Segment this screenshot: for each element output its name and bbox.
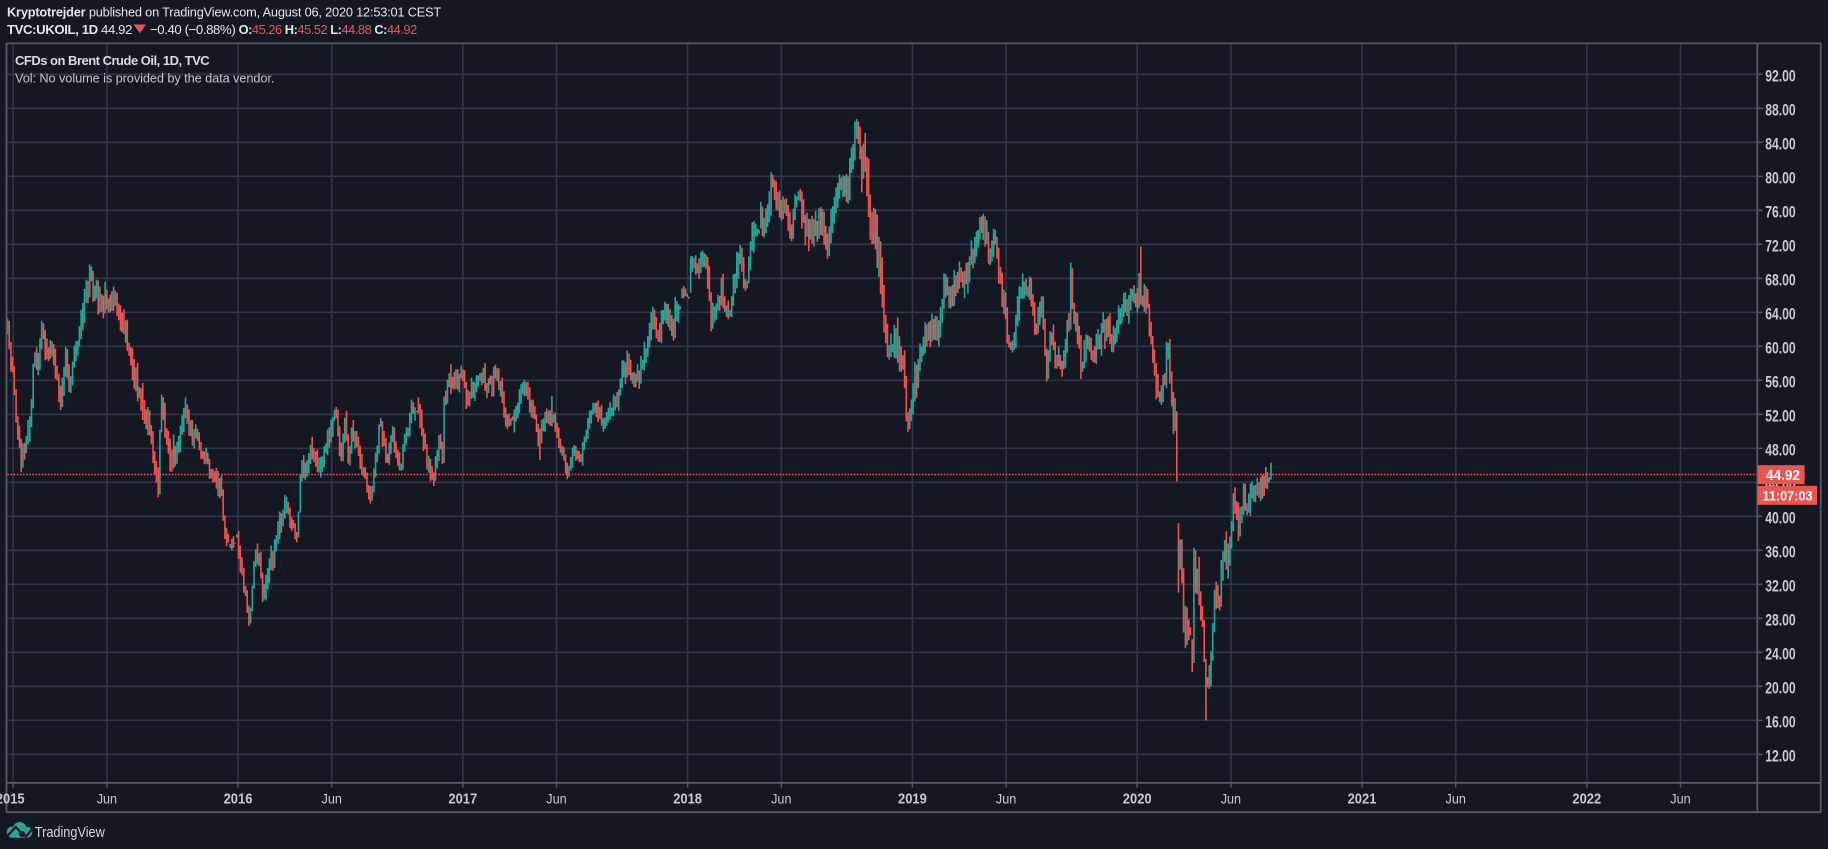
svg-text:84.00: 84.00 <box>1765 136 1796 154</box>
svg-text:Vol: No volume is provided by: Vol: No volume is provided by the data v… <box>15 70 274 85</box>
svg-text:Jun: Jun <box>1221 791 1241 807</box>
svg-text:40.00: 40.00 <box>1765 510 1796 528</box>
svg-text:36.00: 36.00 <box>1765 544 1796 562</box>
svg-text:12.00: 12.00 <box>1765 748 1796 766</box>
svg-text:2016: 2016 <box>224 791 253 808</box>
svg-text:76.00: 76.00 <box>1765 204 1796 222</box>
svg-text:Jun: Jun <box>546 791 566 807</box>
svg-text:24.00: 24.00 <box>1765 646 1796 664</box>
svg-text:TVC:UKOIL, 1D 44.92: TVC:UKOIL, 1D 44.92 <box>7 22 132 37</box>
svg-text:80.00: 80.00 <box>1765 170 1796 188</box>
svg-text:68.00: 68.00 <box>1765 272 1796 290</box>
svg-text:Jun: Jun <box>771 791 791 807</box>
svg-text:16.00: 16.00 <box>1765 714 1796 732</box>
svg-text:Jun: Jun <box>1670 791 1690 807</box>
svg-text:72.00: 72.00 <box>1765 238 1796 256</box>
svg-text:44.92: 44.92 <box>1766 468 1800 484</box>
svg-text:Jun: Jun <box>97 791 117 807</box>
svg-text:2021: 2021 <box>1348 791 1377 808</box>
svg-text:2019: 2019 <box>898 791 927 808</box>
svg-text:CFDs on Brent Crude Oil, 1D, T: CFDs on Brent Crude Oil, 1D, TVC <box>15 53 210 68</box>
svg-text:2022: 2022 <box>1572 791 1601 808</box>
svg-text:−0.40 (−0.88%) O:45.26 H:45.52: −0.40 (−0.88%) O:45.26 H:45.52 L:44.88 C… <box>150 22 417 37</box>
svg-text:Jun: Jun <box>322 791 342 807</box>
svg-text:28.00: 28.00 <box>1765 612 1796 630</box>
svg-text:56.00: 56.00 <box>1765 374 1796 392</box>
svg-text:88.00: 88.00 <box>1765 102 1796 120</box>
svg-text:48.00: 48.00 <box>1765 442 1796 460</box>
svg-text:32.00: 32.00 <box>1765 578 1796 596</box>
svg-text:TradingView: TradingView <box>35 825 105 841</box>
svg-text:60.00: 60.00 <box>1765 340 1796 358</box>
svg-text:2015: 2015 <box>0 791 25 808</box>
svg-text:11:07:03: 11:07:03 <box>1763 489 1813 504</box>
svg-text:Jun: Jun <box>1446 791 1466 807</box>
svg-text:2018: 2018 <box>673 791 702 808</box>
svg-text:2020: 2020 <box>1123 791 1152 808</box>
svg-text:52.00: 52.00 <box>1765 408 1796 426</box>
svg-text:20.00: 20.00 <box>1765 680 1796 698</box>
svg-text:2017: 2017 <box>448 791 477 808</box>
svg-text:Kryptotrejder published on Tra: Kryptotrejder published on TradingView.c… <box>7 5 441 20</box>
svg-text:Jun: Jun <box>996 791 1016 807</box>
svg-text:92.00: 92.00 <box>1765 68 1796 86</box>
svg-text:64.00: 64.00 <box>1765 306 1796 324</box>
